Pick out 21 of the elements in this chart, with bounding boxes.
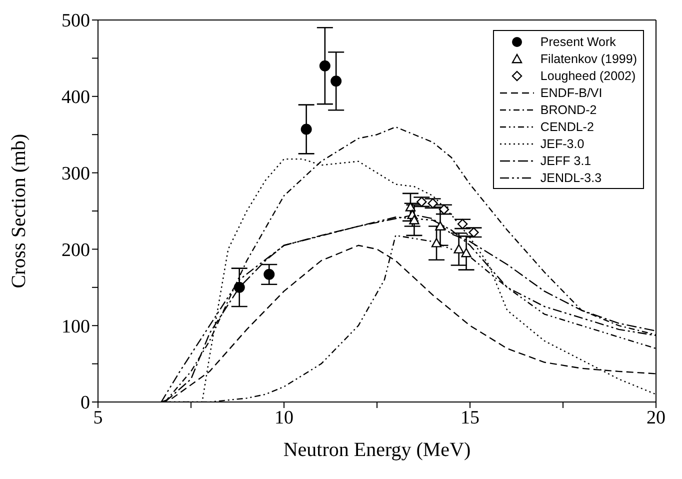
- y-tick-label: 500: [62, 10, 90, 32]
- legend-label: BROND-2: [540, 102, 597, 116]
- legend-label: ENDF-B/VI: [540, 86, 602, 100]
- legend-label: JEF-3.0: [540, 136, 584, 150]
- y-tick-label: 400: [62, 87, 90, 108]
- x-tick-label: 10: [274, 407, 294, 428]
- x-tick-label: 20: [646, 407, 666, 428]
- legend-label: Lougheed (2002): [540, 68, 636, 82]
- y-axis-title: Cross Section (mb): [8, 134, 30, 288]
- legend-label: Present Work: [540, 34, 616, 48]
- y-tick-label: 300: [62, 164, 90, 185]
- legend-label: Filatenkov (1999): [540, 52, 637, 66]
- legend-label: JENDL-3.3: [540, 170, 602, 184]
- x-tick-label: 5: [93, 407, 103, 428]
- legend-label: CENDL-2: [540, 120, 594, 134]
- y-tick-label: 0: [80, 392, 90, 414]
- legend-label: JEFF 3.1: [540, 154, 592, 168]
- x-tick-label: 15: [460, 407, 480, 428]
- y-tick-label: 100: [62, 316, 90, 338]
- y-tick-label: 200: [62, 240, 90, 261]
- x-axis-title: Neutron Energy (MeV): [283, 439, 471, 461]
